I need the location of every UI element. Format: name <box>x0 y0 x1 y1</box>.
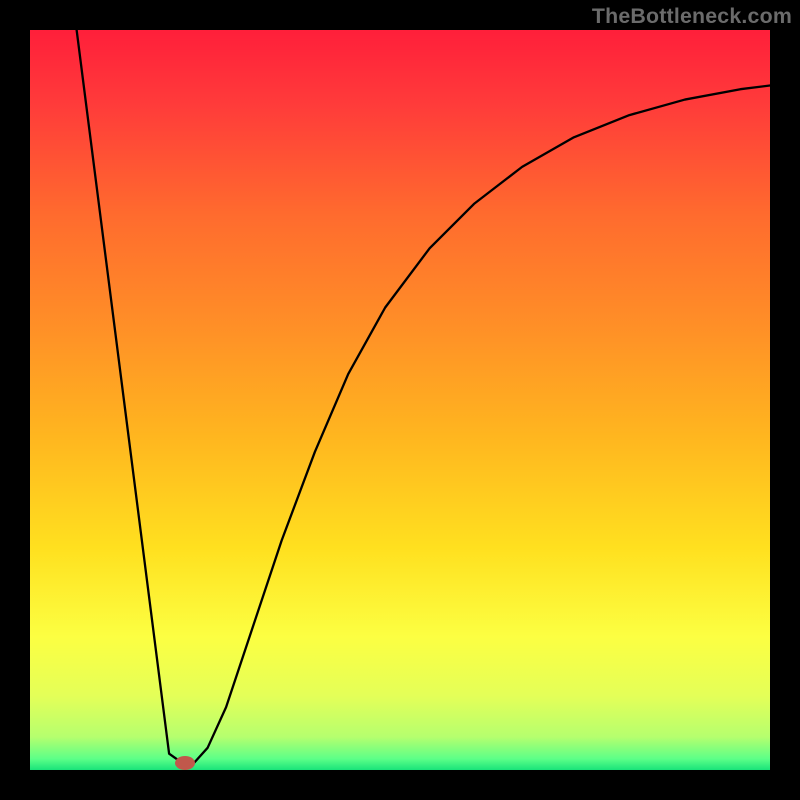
plot-svg <box>30 30 770 770</box>
gradient-background <box>30 30 770 770</box>
plot-area <box>30 30 770 770</box>
watermark-text: TheBottleneck.com <box>592 4 792 29</box>
chart-frame: TheBottleneck.com <box>0 0 800 800</box>
optimum-marker <box>175 756 195 770</box>
